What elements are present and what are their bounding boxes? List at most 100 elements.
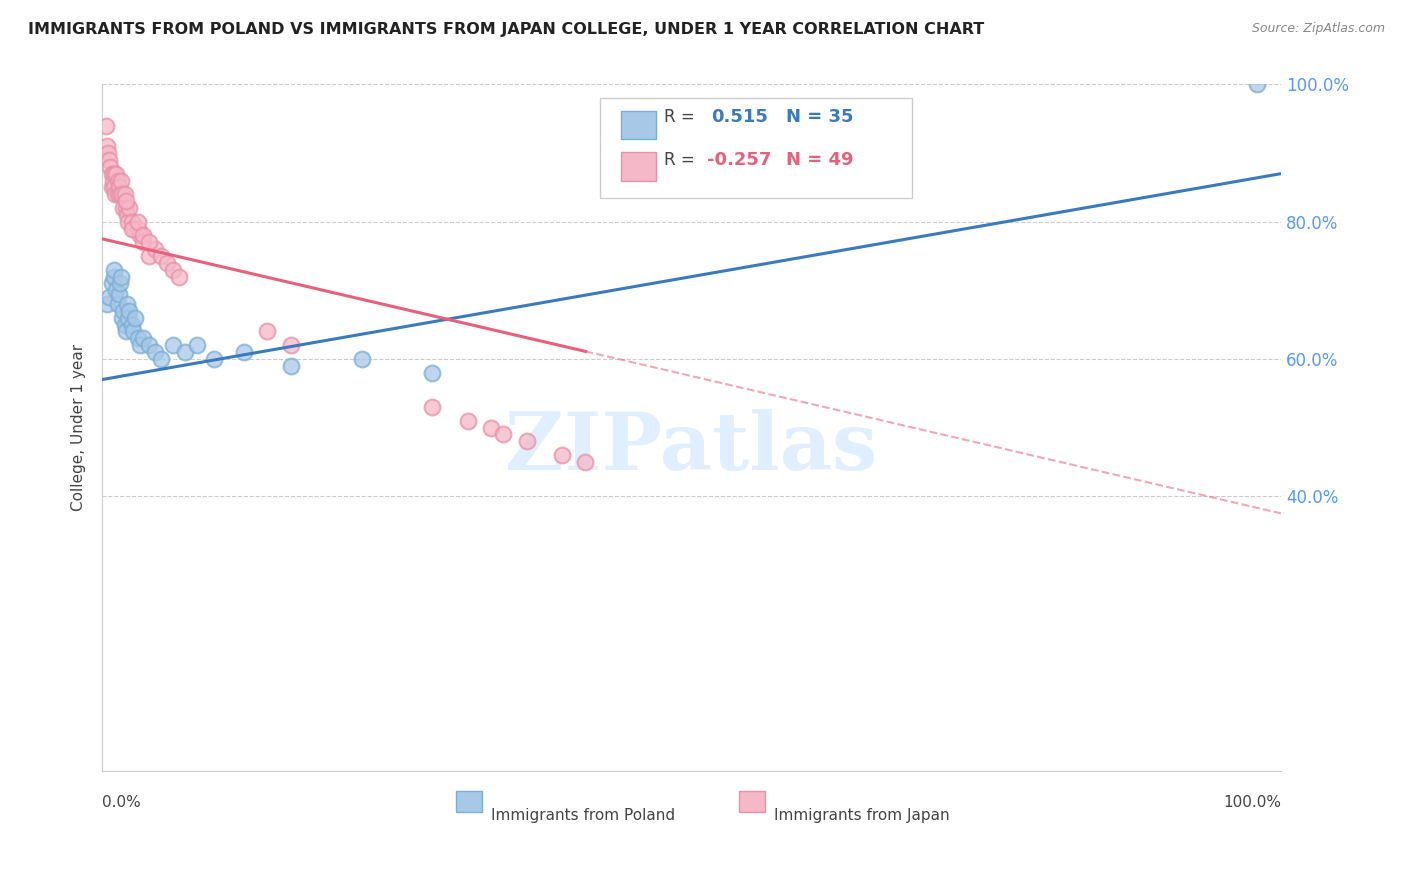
Point — [103, 262, 125, 277]
Text: 0.515: 0.515 — [711, 109, 769, 127]
Point — [98, 290, 121, 304]
Point — [574, 455, 596, 469]
Point — [121, 325, 143, 339]
Point — [112, 304, 135, 318]
Point — [122, 221, 145, 235]
Point — [96, 297, 118, 311]
Text: N = 49: N = 49 — [786, 151, 853, 169]
Point — [100, 277, 122, 291]
Point — [96, 139, 118, 153]
Point — [280, 359, 302, 373]
Point — [105, 283, 128, 297]
Point — [111, 187, 134, 202]
Point — [121, 221, 143, 235]
Point — [516, 434, 538, 449]
Point — [138, 249, 160, 263]
Point — [114, 194, 136, 208]
Point — [350, 351, 373, 366]
Point — [492, 427, 515, 442]
Point — [108, 277, 131, 291]
Point — [103, 269, 125, 284]
Point — [186, 338, 208, 352]
Text: Immigrants from Japan: Immigrants from Japan — [775, 808, 949, 823]
Point — [127, 215, 149, 229]
Point — [111, 310, 134, 325]
Point — [127, 331, 149, 345]
Point — [114, 318, 136, 332]
Point — [112, 201, 135, 215]
Text: ZIPatlas: ZIPatlas — [506, 409, 877, 487]
Text: -0.257: -0.257 — [707, 151, 772, 169]
Point — [551, 448, 574, 462]
Point — [104, 187, 127, 202]
Y-axis label: College, Under 1 year: College, Under 1 year — [72, 344, 86, 511]
Point — [232, 345, 254, 359]
Point — [114, 201, 136, 215]
Text: R =: R = — [665, 109, 700, 127]
Point — [132, 331, 155, 345]
Point — [97, 146, 120, 161]
Point — [110, 173, 132, 187]
Point — [107, 173, 129, 187]
Point — [162, 262, 184, 277]
Point — [1246, 78, 1268, 92]
Point — [107, 286, 129, 301]
Point — [100, 160, 122, 174]
Point — [100, 180, 122, 194]
Point — [94, 119, 117, 133]
Point — [420, 366, 443, 380]
Point — [162, 338, 184, 352]
Point — [132, 228, 155, 243]
Point — [103, 180, 125, 194]
Point — [103, 167, 125, 181]
Point — [127, 221, 149, 235]
Point — [129, 228, 152, 243]
Point — [115, 208, 138, 222]
Point — [202, 351, 225, 366]
Bar — [621, 152, 657, 180]
Point — [117, 215, 139, 229]
Bar — [456, 791, 482, 812]
Point — [457, 414, 479, 428]
Text: 0.0%: 0.0% — [103, 795, 141, 810]
Bar — [621, 111, 657, 139]
Text: Immigrants from Poland: Immigrants from Poland — [491, 808, 675, 823]
Text: R =: R = — [665, 151, 700, 169]
Point — [132, 235, 155, 250]
Point — [107, 180, 129, 194]
FancyBboxPatch shape — [599, 98, 912, 198]
Point — [143, 345, 166, 359]
Point — [114, 187, 136, 202]
Point — [156, 256, 179, 270]
Point — [121, 318, 143, 332]
Point — [150, 351, 173, 366]
Point — [110, 269, 132, 284]
Point — [107, 297, 129, 311]
Point — [118, 201, 141, 215]
Text: IMMIGRANTS FROM POLAND VS IMMIGRANTS FROM JAPAN COLLEGE, UNDER 1 YEAR CORRELATIO: IMMIGRANTS FROM POLAND VS IMMIGRANTS FRO… — [28, 22, 984, 37]
Point — [118, 304, 141, 318]
Text: 100.0%: 100.0% — [1223, 795, 1281, 810]
Point — [280, 338, 302, 352]
Point — [108, 187, 131, 202]
Point — [256, 325, 278, 339]
Point — [150, 249, 173, 263]
Point — [107, 187, 129, 202]
Point — [173, 345, 195, 359]
Point — [98, 153, 121, 167]
Text: N = 35: N = 35 — [786, 109, 853, 127]
Point — [143, 242, 166, 256]
Point — [138, 338, 160, 352]
Point — [115, 297, 138, 311]
Point — [121, 215, 143, 229]
Text: Source: ZipAtlas.com: Source: ZipAtlas.com — [1251, 22, 1385, 36]
Point — [167, 269, 190, 284]
Bar — [738, 791, 765, 812]
Point — [101, 173, 124, 187]
Point — [479, 420, 502, 434]
Point — [420, 400, 443, 414]
Point — [124, 310, 146, 325]
Point — [105, 167, 128, 181]
Point — [138, 235, 160, 250]
Point — [114, 325, 136, 339]
